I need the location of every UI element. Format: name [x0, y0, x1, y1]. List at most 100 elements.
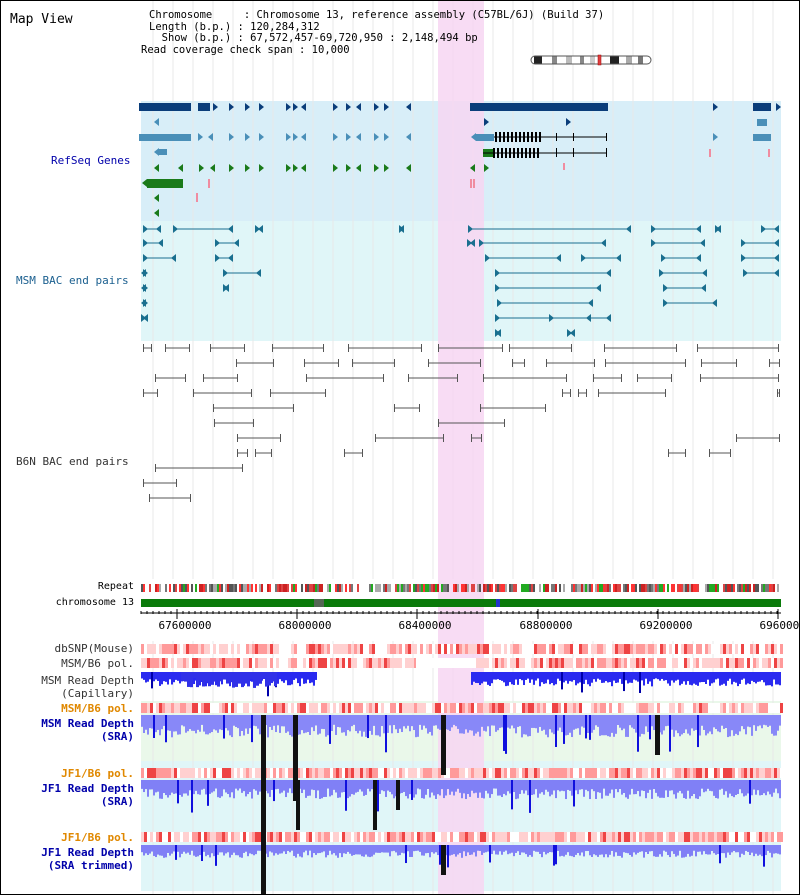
msm-depth-sra-bar [707, 715, 709, 734]
msm-depth-sra-bar [273, 715, 275, 726]
jf1-depth-sra-bar [617, 780, 619, 793]
msm-b6-pol-cell [402, 658, 405, 668]
repeat-segment [233, 584, 235, 592]
msm-depth-cap-bar [663, 672, 665, 681]
jf1-b6-pol-trim-cell [294, 832, 297, 842]
dbsnp-cell [738, 644, 741, 654]
msm-b6-pol-cell [393, 658, 396, 668]
jf1-depth-trim-bar [191, 845, 193, 851]
jf1-depth-trim-bar [525, 845, 527, 855]
jf1-depth-trim-bar [751, 845, 753, 853]
msm-b6-pol-cell [414, 658, 417, 668]
gene-arrow [293, 164, 298, 172]
repeat-segment [327, 584, 329, 592]
msm-b6-pol-sra-cell [753, 703, 756, 713]
msm-depth-cap-bar [271, 672, 274, 682]
msm-depth-cap-bar [771, 672, 773, 687]
jf1-depth-trim-bar [299, 845, 301, 857]
jf1-depth-trim-bar [771, 845, 773, 858]
jf1-depth-sra-bar [325, 780, 327, 797]
jf1-depth-sra-bar [369, 780, 371, 792]
gene-exon [573, 133, 574, 141]
jf1-b6-pol-trim-cell [453, 832, 456, 842]
jf1-depth-sra-bar [185, 780, 187, 794]
jf1-depth-sra-bar [537, 780, 539, 798]
jf1-depth-sra-bar [365, 780, 367, 795]
chromosome-ideogram[interactable] [530, 54, 654, 66]
msm-depth-cap-bar [253, 672, 256, 688]
msm-depth-sra-bar [311, 715, 313, 728]
jf1-depth-trim-bar [581, 845, 583, 853]
jf1-depth-trim-bar [635, 845, 637, 855]
snp-mark [473, 179, 475, 188]
bac-end-marker [348, 344, 349, 352]
chromosome-gap [314, 599, 324, 607]
jf1-depth-sra-bar [691, 780, 693, 797]
msm-depth-sra-bar [323, 715, 325, 730]
repeat-segment [409, 584, 411, 592]
jf1-depth-sra-bar [391, 780, 393, 795]
bac-end-marker [621, 374, 622, 382]
bac-end-marker [471, 434, 472, 442]
bac-end-marker [234, 239, 239, 247]
repeat-segment [313, 584, 315, 592]
msm-b6-pol-cell [771, 658, 774, 668]
repeat-segment [585, 584, 587, 592]
dbsnp-cell [480, 644, 483, 654]
jf1-b6-pol-trim-cell [417, 832, 420, 842]
msm-b6-pol-sra-cell [648, 703, 651, 713]
jf1-b6-pol-trim-cell [207, 832, 210, 842]
msm-b6-pol-sra-cell [441, 703, 444, 713]
repeat-segment [447, 584, 449, 592]
jf1-b6-pol-cell [447, 768, 450, 778]
msm-depth-cap-bar [289, 672, 291, 686]
jf1-b6-pol-trim-cell [219, 832, 222, 842]
msm-depth-sra-bar [421, 715, 423, 730]
bac-end-marker [258, 225, 263, 233]
repeat-segment [615, 584, 617, 592]
msm-depth-cap-bar [559, 672, 561, 681]
jf1-b6-pol-trim-cell [438, 832, 441, 842]
jf1-depth-trim-bar [465, 845, 467, 857]
msm-depth-sra-bar [259, 715, 261, 735]
msm-b6-pol-sra-cell [759, 703, 762, 713]
msm-depth-cap-bar [211, 672, 214, 685]
jf1-depth-trim-bar-spike [555, 845, 557, 865]
msm-b6-pol-sra-cell [540, 703, 543, 713]
msm-b6-pol-sra-cell [264, 703, 267, 713]
msm-depth-sra-bar [277, 715, 279, 726]
jf1-depth-sra-bar [243, 780, 245, 792]
dbsnp-cell [414, 644, 417, 654]
repeat-segment [555, 584, 557, 592]
jf1-b6-pol-trim-cell [372, 832, 375, 842]
jf1-depth-trim-bar [397, 845, 399, 856]
gene-arrow [374, 164, 379, 172]
jf1-b6-pol-trim-cell [426, 832, 429, 842]
repeat-label: Repeat [97, 581, 134, 592]
msm-depth-sra-bar [679, 715, 681, 737]
gene-arrow [293, 133, 298, 141]
jf1-b6-pol-cell [714, 768, 717, 778]
msm-depth-cap-bar [214, 672, 217, 682]
region-info: Chromosome : Chromosome 13, reference as… [141, 9, 605, 56]
jf1-b6-pol-cell [672, 768, 675, 778]
msm-b6-pol-sra-cell [330, 703, 333, 713]
msm-b6-pol-sra-cell [618, 703, 621, 713]
jf1-b6-pol-cell [306, 768, 309, 778]
jf1-depth-trim-bar [725, 845, 727, 858]
dbsnp-label: dbSNP(Mouse) [54, 642, 134, 655]
msm-depth-cap-bar [725, 672, 727, 686]
jf1-depth-sra-bar [277, 780, 279, 789]
chromosome-line: Chromosome : Chromosome 13, reference as… [149, 9, 605, 21]
msm-b6-pol-cell [168, 658, 171, 668]
gene-exon [537, 148, 539, 158]
jf1-depth-sra-bar [639, 780, 641, 797]
msm-b6-pol-sra-cell [624, 703, 627, 713]
jf1-b6-pol-cell [534, 768, 537, 778]
jf1-depth-trim-bar [387, 845, 389, 853]
bac-end-marker [659, 269, 664, 277]
msm-depth-sra-bar-spike [503, 715, 505, 751]
dbsnp-cell [762, 644, 765, 654]
msm-b6-pol-cell [528, 658, 531, 668]
jf1-depth-trim-bar [451, 845, 453, 855]
